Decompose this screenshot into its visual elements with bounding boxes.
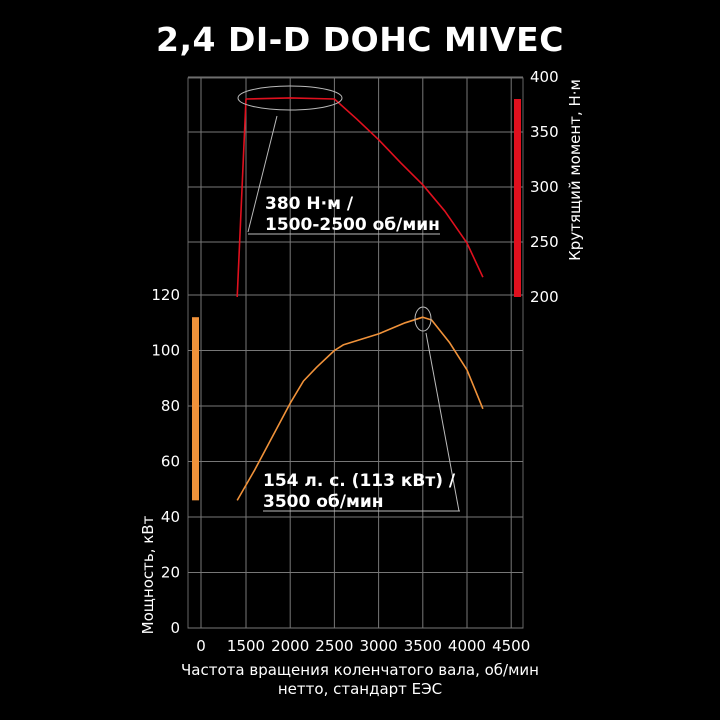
x-axis-label-2: нетто, стандарт ЕЭС	[278, 680, 442, 698]
torque-annotation-line1: 380 Н·м /	[265, 194, 354, 214]
power-range-bar	[192, 317, 199, 501]
y-left-tick-label: 40	[161, 508, 180, 526]
torque-curve	[236, 97, 484, 298]
power-curve	[236, 316, 484, 501]
y-right-tick-label: 350	[530, 123, 559, 141]
y-left-tick-label: 120	[151, 286, 180, 304]
y-left-tick-label: 0	[170, 619, 180, 637]
x-tick-label: 3500	[404, 637, 442, 655]
torque-range-bar	[514, 99, 521, 297]
range-bars	[192, 99, 521, 501]
y-left-tick-label: 60	[161, 453, 180, 471]
x-tick-label: 2500	[315, 637, 353, 655]
y-left-tick-label: 20	[161, 564, 180, 582]
torque-annotation-line2: 1500-2500 об/мин	[265, 215, 440, 235]
y-left-tick-label: 100	[151, 342, 180, 360]
x-axis-label: Частота вращения коленчатого вала, об/ми…	[181, 661, 539, 679]
power-annotation-line1: 154 л. с. (113 кВт) /	[263, 471, 456, 491]
annotations: 380 Н·м / 1500-2500 об/мин 154 л. с. (11…	[237, 85, 460, 512]
tick-labels: 0 1500 2000 2500 3000 3500 4000 4500 0 20 40 60 80 10…	[151, 68, 558, 655]
chart-title: 2,4 DI-D DOHC MIVEC	[156, 20, 564, 59]
plot-frame	[187, 77, 524, 629]
x-tick-label: 4000	[448, 637, 486, 655]
y-right-tick-label: 300	[530, 178, 559, 196]
y-left-label: Мощность, кВт	[139, 515, 157, 634]
y-left-tick-label: 80	[161, 397, 180, 415]
torque-peak-ellipse	[237, 85, 343, 111]
x-tick-label: 3000	[360, 637, 398, 655]
x-tick-label: 1500	[227, 637, 265, 655]
torque-arrow	[247, 115, 278, 233]
series-lines	[236, 97, 484, 501]
y-right-tick-label: 400	[530, 68, 559, 86]
grid	[187, 76, 524, 629]
y-right-tick-label: 200	[530, 288, 559, 306]
y-right-tick-label: 250	[530, 233, 559, 251]
x-tick-label: 4500	[492, 637, 530, 655]
power-annotation-line2: 3500 об/мин	[263, 492, 384, 512]
x-tick-label: 2000	[271, 637, 309, 655]
x-tick-label: 0	[196, 637, 206, 655]
power-arrow	[425, 332, 460, 512]
y-right-label: Крутящий момент, Н·м	[566, 79, 584, 261]
power-peak-ellipse	[414, 306, 432, 332]
